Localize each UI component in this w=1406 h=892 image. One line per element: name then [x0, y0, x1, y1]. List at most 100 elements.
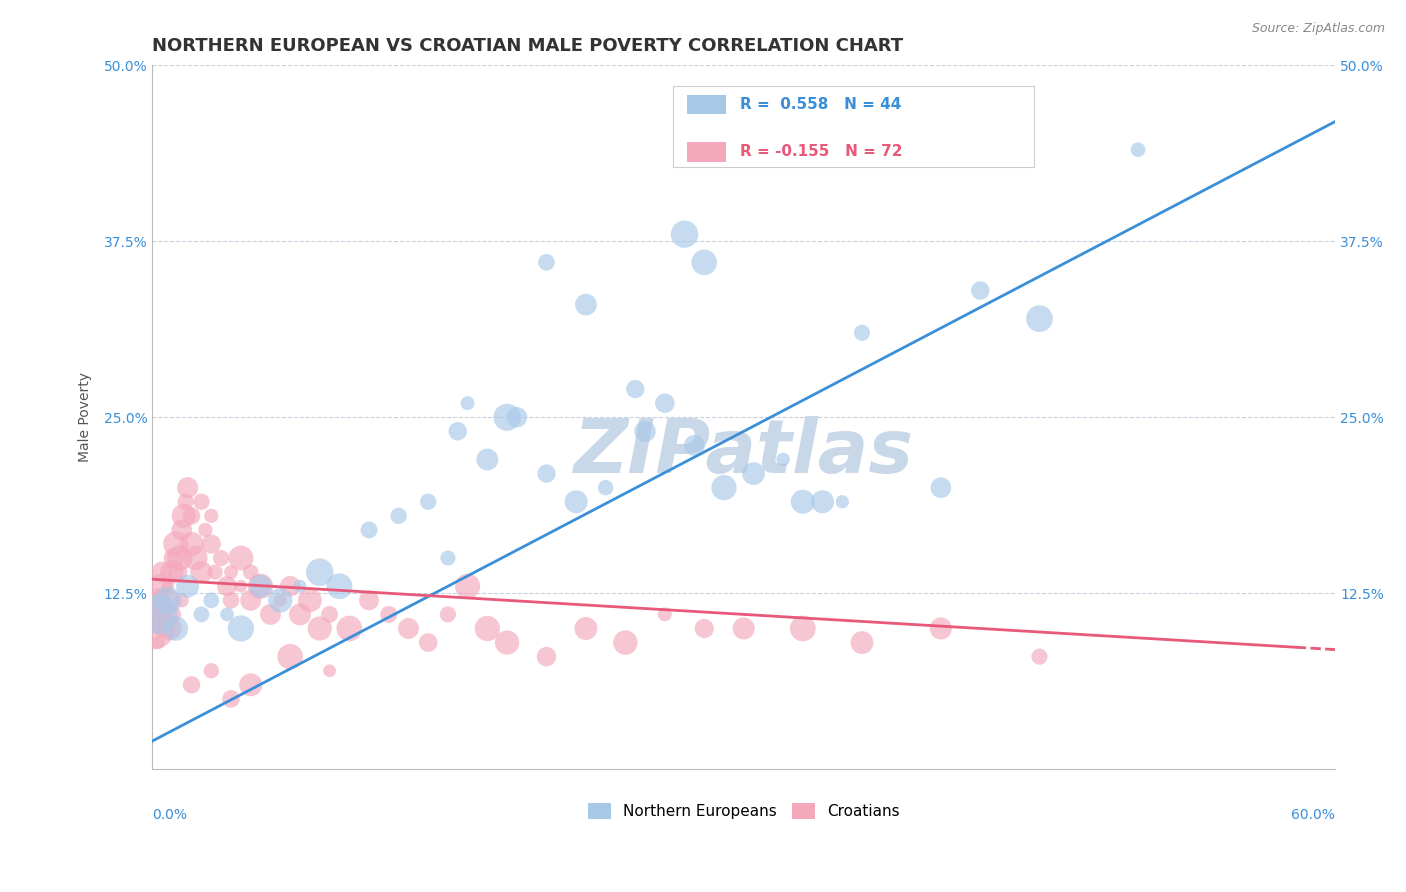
Text: ZIPatlas: ZIPatlas — [574, 416, 914, 489]
Y-axis label: Male Poverty: Male Poverty — [79, 372, 93, 462]
Point — [194, 523, 217, 537]
Point — [437, 607, 460, 622]
Point — [387, 508, 409, 523]
Point — [792, 494, 814, 508]
Point — [418, 635, 440, 649]
Point — [288, 607, 311, 622]
Point — [169, 551, 191, 566]
Point — [693, 622, 716, 636]
Point — [259, 607, 281, 622]
Point — [308, 565, 330, 579]
Text: 60.0%: 60.0% — [1291, 808, 1336, 822]
Point — [156, 579, 179, 593]
Point — [624, 382, 647, 396]
Point — [398, 622, 420, 636]
Point — [190, 607, 212, 622]
Text: Source: ZipAtlas.com: Source: ZipAtlas.com — [1251, 22, 1385, 36]
Bar — [672, 87, 1033, 168]
Point — [190, 494, 212, 508]
Point — [239, 565, 262, 579]
Point — [595, 481, 617, 495]
Point — [170, 523, 193, 537]
Point — [149, 579, 172, 593]
Bar — [688, 95, 725, 114]
Point — [278, 579, 301, 593]
Point — [219, 692, 242, 706]
Point — [477, 452, 499, 467]
Point — [536, 649, 558, 664]
Point — [204, 565, 226, 579]
Point — [165, 622, 187, 636]
Point — [146, 607, 169, 622]
Point — [357, 523, 380, 537]
Point — [457, 396, 479, 410]
Point — [176, 579, 198, 593]
Point — [146, 593, 169, 607]
Point — [174, 494, 197, 508]
Point — [173, 508, 195, 523]
Point — [614, 635, 637, 649]
Point — [215, 607, 238, 622]
Point — [929, 481, 952, 495]
Point — [308, 622, 330, 636]
Point — [170, 593, 193, 607]
Point — [180, 678, 202, 692]
Point — [239, 678, 262, 692]
Point — [269, 593, 291, 607]
Point — [229, 551, 252, 566]
Point — [1028, 649, 1050, 664]
Point — [150, 565, 173, 579]
Point — [219, 565, 242, 579]
Point — [654, 396, 676, 410]
Point — [180, 508, 202, 523]
Point — [269, 593, 291, 607]
Point — [166, 565, 188, 579]
Point — [477, 622, 499, 636]
Point — [143, 622, 166, 636]
Point — [145, 607, 167, 622]
Point — [239, 593, 262, 607]
Point — [200, 537, 222, 551]
Point — [811, 494, 834, 508]
Point — [337, 622, 360, 636]
Point — [575, 297, 598, 311]
Point — [146, 635, 169, 649]
Point — [318, 607, 340, 622]
Point — [418, 494, 440, 508]
Point — [160, 565, 183, 579]
Point — [219, 593, 242, 607]
Point — [159, 622, 181, 636]
Point — [377, 607, 399, 622]
Point — [155, 593, 177, 607]
Point — [165, 537, 187, 551]
Point — [437, 551, 460, 566]
Point — [673, 227, 696, 242]
Text: 0.0%: 0.0% — [152, 808, 187, 822]
Point — [215, 579, 238, 593]
Point — [184, 551, 207, 566]
Text: R = -0.155   N = 72: R = -0.155 N = 72 — [740, 145, 903, 160]
Point — [929, 622, 952, 636]
Text: R =  0.558   N = 44: R = 0.558 N = 44 — [740, 97, 901, 112]
Point — [713, 481, 735, 495]
Point — [190, 565, 212, 579]
Point — [200, 508, 222, 523]
Point — [575, 622, 598, 636]
Point — [742, 467, 765, 481]
Point — [969, 284, 991, 298]
Point — [634, 425, 657, 439]
Point — [357, 593, 380, 607]
Point — [1126, 143, 1149, 157]
Point — [496, 410, 519, 425]
Point — [160, 607, 183, 622]
Point — [447, 425, 470, 439]
Bar — [688, 142, 725, 161]
Point — [733, 622, 755, 636]
Point — [153, 607, 176, 622]
Point — [536, 255, 558, 269]
Point — [156, 593, 179, 607]
Point — [150, 622, 173, 636]
Point — [229, 622, 252, 636]
Point — [683, 438, 706, 452]
Point — [288, 579, 311, 593]
